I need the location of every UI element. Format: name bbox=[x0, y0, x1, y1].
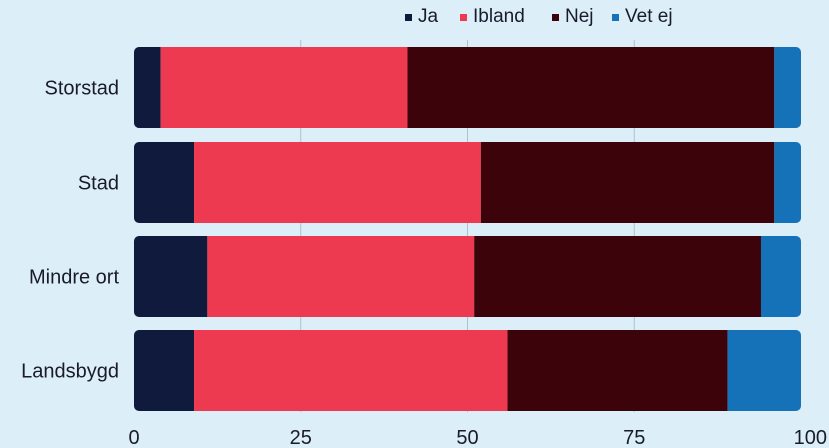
legend-swatch-3 bbox=[612, 14, 619, 21]
bar-segment-nej-2 bbox=[474, 236, 761, 317]
bar-segment-nej-3 bbox=[507, 330, 728, 411]
category-label-1: Stad bbox=[78, 173, 119, 195]
category-label-0: Storstad bbox=[45, 78, 119, 100]
bar-segment-ibland-3 bbox=[194, 330, 508, 411]
x-axis-ticks: 0 25 50 75 100 bbox=[128, 427, 827, 448]
bar-segment-ja-1 bbox=[134, 142, 195, 223]
legend-swatch-2 bbox=[552, 14, 559, 21]
legend-swatch-1 bbox=[460, 14, 467, 21]
legend-label-1: Ibland bbox=[473, 6, 525, 27]
x-tick-label-2: 50 bbox=[456, 427, 478, 448]
bar-segment-vet-ej-2 bbox=[760, 236, 801, 317]
bar-segment-vet-ej-0 bbox=[774, 47, 801, 128]
bar-row-3 bbox=[134, 330, 801, 411]
category-label-2: Mindre ort bbox=[29, 267, 119, 289]
bar-segment-ja-2 bbox=[134, 236, 208, 317]
legend-swatch-0 bbox=[405, 14, 412, 21]
x-tick-label-0: 0 bbox=[128, 427, 139, 448]
x-tick-label-1: 25 bbox=[290, 427, 312, 448]
bar-segment-nej-0 bbox=[407, 47, 775, 128]
bar-row-0 bbox=[134, 47, 801, 128]
x-tick-label-3: 75 bbox=[623, 427, 645, 448]
bar-segment-ja-0 bbox=[134, 47, 161, 128]
bar-segment-vet-ej-1 bbox=[774, 142, 801, 223]
legend-label-0: Ja bbox=[418, 6, 439, 27]
legend-label-2: Nej bbox=[565, 6, 594, 27]
bar-segment-nej-1 bbox=[480, 142, 775, 223]
category-label-3: Landsbygd bbox=[21, 361, 119, 383]
bar-segment-ibland-0 bbox=[160, 47, 408, 128]
bars bbox=[134, 47, 801, 411]
bar-segment-ibland-2 bbox=[207, 236, 475, 317]
legend: Ja Ibland Nej Vet ej bbox=[405, 6, 673, 27]
bar-row-2 bbox=[134, 236, 801, 317]
bar-row-1 bbox=[134, 142, 801, 223]
legend-label-3: Vet ej bbox=[625, 6, 673, 27]
bar-segment-ibland-1 bbox=[194, 142, 481, 223]
bar-segment-ja-3 bbox=[134, 330, 195, 411]
category-labels: Storstad Stad Mindre ort Landsbygd bbox=[21, 78, 119, 383]
x-tick-label-4: 100 bbox=[794, 427, 827, 448]
bar-segment-vet-ej-3 bbox=[727, 330, 801, 411]
